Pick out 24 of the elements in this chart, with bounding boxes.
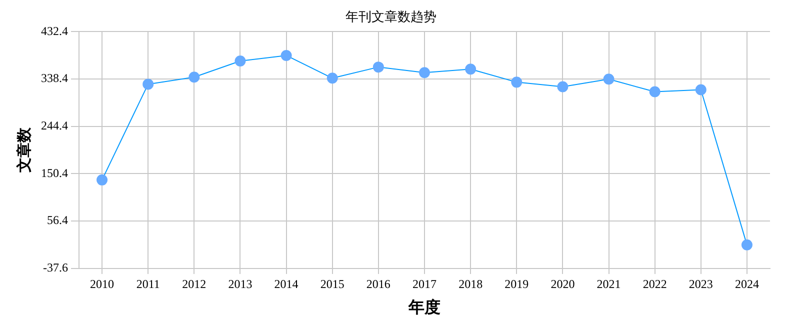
x-tick-label: 2019 <box>504 276 529 291</box>
x-tick-label: 2020 <box>550 276 575 291</box>
x-tick-label: 2016 <box>366 276 390 291</box>
x-tick-label: 2010 <box>90 276 114 291</box>
x-tick-label: 2011 <box>136 276 160 291</box>
x-tick-label: 2013 <box>228 276 252 291</box>
x-tick-label: 2018 <box>458 276 483 291</box>
x-tick-label: 2022 <box>642 276 667 291</box>
y-tick-label: 432.4 <box>41 24 68 38</box>
x-tick-label: 2012 <box>182 276 206 291</box>
y-axis-title: 文章数 <box>14 126 33 174</box>
y-tick-label: 150.4 <box>41 166 68 180</box>
y-tick-label: 244.4 <box>41 118 68 132</box>
y-tick-label: 56.4 <box>47 213 68 228</box>
chart-title: 年刊文章数趋势 <box>346 9 436 24</box>
x-tick-label: 2017 <box>412 276 436 291</box>
x-axis-title: 年度 <box>408 298 440 317</box>
x-tick-label: 2024 <box>734 276 759 291</box>
y-tick-label: 338.4 <box>41 71 68 86</box>
x-tick-label: 2023 <box>688 276 713 291</box>
x-tick-label: 2015 <box>320 276 344 291</box>
y-tick-label: -37.6 <box>43 260 68 275</box>
x-tick-label: 2021 <box>596 276 621 291</box>
x-tick-label: 2014 <box>274 276 298 291</box>
